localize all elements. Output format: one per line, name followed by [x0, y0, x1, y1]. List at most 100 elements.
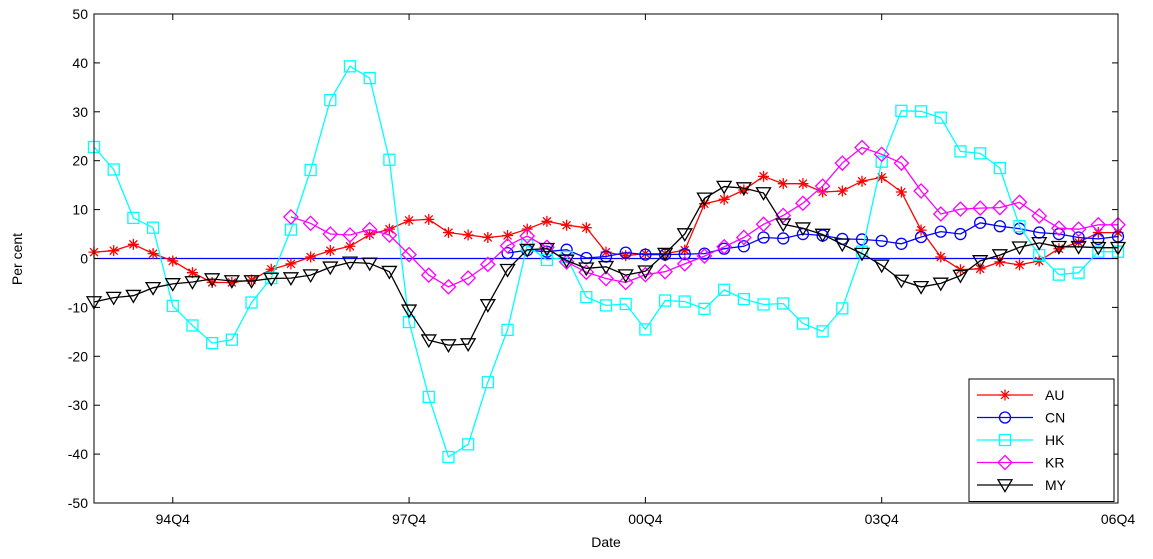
data-point	[755, 187, 772, 201]
data-point	[1011, 194, 1028, 211]
data-point	[344, 240, 356, 252]
data-point	[735, 229, 752, 246]
data-point	[1072, 266, 1085, 279]
data-point	[991, 249, 1008, 264]
data-point	[302, 215, 319, 232]
data-point	[501, 246, 514, 260]
data-point	[578, 264, 595, 281]
legend-label: HK	[1045, 432, 1065, 448]
data-point	[341, 256, 359, 271]
data-point	[952, 269, 969, 284]
series-line-kr	[290, 146, 1118, 288]
data-point	[561, 219, 573, 231]
data-point	[993, 161, 1006, 175]
data-point	[716, 180, 733, 195]
data-point	[893, 274, 910, 289]
data-point	[343, 60, 357, 73]
data-point	[184, 276, 201, 290]
data-point	[400, 304, 418, 319]
data-point	[361, 221, 378, 238]
series-my	[85, 180, 1127, 353]
y-tick-label: -40	[68, 446, 88, 462]
data-point	[993, 220, 1006, 233]
data-point	[777, 232, 790, 245]
data-point	[619, 246, 632, 259]
series-group	[85, 60, 1127, 464]
data-point	[932, 277, 949, 292]
data-point	[167, 255, 179, 267]
data-point	[620, 250, 632, 262]
data-point	[422, 390, 435, 404]
data-point	[1011, 241, 1028, 256]
data-point	[499, 237, 516, 254]
data-point	[1052, 268, 1066, 281]
data-point	[538, 242, 556, 257]
data-point	[873, 146, 890, 163]
data-point	[657, 263, 673, 280]
data-point	[895, 186, 907, 198]
data-point	[146, 221, 160, 234]
data-point	[934, 111, 947, 124]
data-point	[796, 317, 810, 330]
data-point	[519, 243, 536, 258]
data-point	[932, 206, 949, 222]
data-point	[996, 479, 1014, 493]
data-point	[440, 278, 457, 295]
legend-label: MY	[1045, 477, 1067, 493]
data-point	[283, 209, 299, 225]
data-point	[777, 297, 790, 310]
data-point	[381, 227, 398, 243]
x-tick-label: 06Q4	[1101, 511, 1135, 527]
data-point	[600, 246, 612, 258]
data-point	[481, 376, 494, 389]
data-point	[479, 299, 496, 313]
data-point	[226, 276, 238, 288]
data-point	[361, 257, 378, 272]
data-point	[816, 325, 829, 338]
data-point	[322, 261, 339, 276]
data-point	[1053, 243, 1065, 255]
data-point	[876, 171, 888, 183]
data-point	[204, 273, 221, 287]
data-point	[676, 228, 693, 242]
y-tick-label: 40	[72, 55, 88, 71]
data-point	[501, 323, 514, 337]
data-point	[814, 228, 831, 243]
data-point	[737, 292, 750, 306]
data-point	[541, 215, 553, 227]
data-point	[795, 195, 811, 212]
data-point	[873, 259, 890, 274]
y-axis-title: Per cent	[9, 233, 25, 285]
data-point	[144, 281, 162, 296]
data-point	[895, 237, 908, 250]
data-point	[558, 254, 575, 269]
data-point	[639, 248, 652, 261]
data-point	[836, 302, 849, 315]
data-point	[364, 229, 376, 241]
legend-entry: MY	[977, 477, 1067, 493]
data-point	[1092, 245, 1105, 258]
data-point	[186, 267, 198, 279]
data-point	[758, 170, 770, 182]
data-point	[420, 267, 437, 284]
data-point	[817, 186, 829, 198]
series-line-cn	[507, 222, 1119, 259]
data-point	[639, 248, 651, 260]
data-point	[1090, 216, 1107, 233]
data-point	[597, 260, 615, 275]
data-point	[1072, 231, 1085, 244]
data-point	[243, 275, 260, 289]
data-point	[696, 192, 713, 207]
legend-label: CN	[1045, 410, 1065, 426]
data-point	[757, 298, 770, 311]
legend-label: KR	[1045, 455, 1064, 471]
data-point	[462, 229, 474, 241]
data-point	[834, 238, 851, 253]
data-point	[954, 227, 967, 241]
legend-entry: HK	[977, 432, 1065, 448]
data-point	[952, 201, 969, 218]
data-point	[105, 291, 122, 306]
data-point	[998, 411, 1012, 424]
data-point	[797, 178, 809, 190]
